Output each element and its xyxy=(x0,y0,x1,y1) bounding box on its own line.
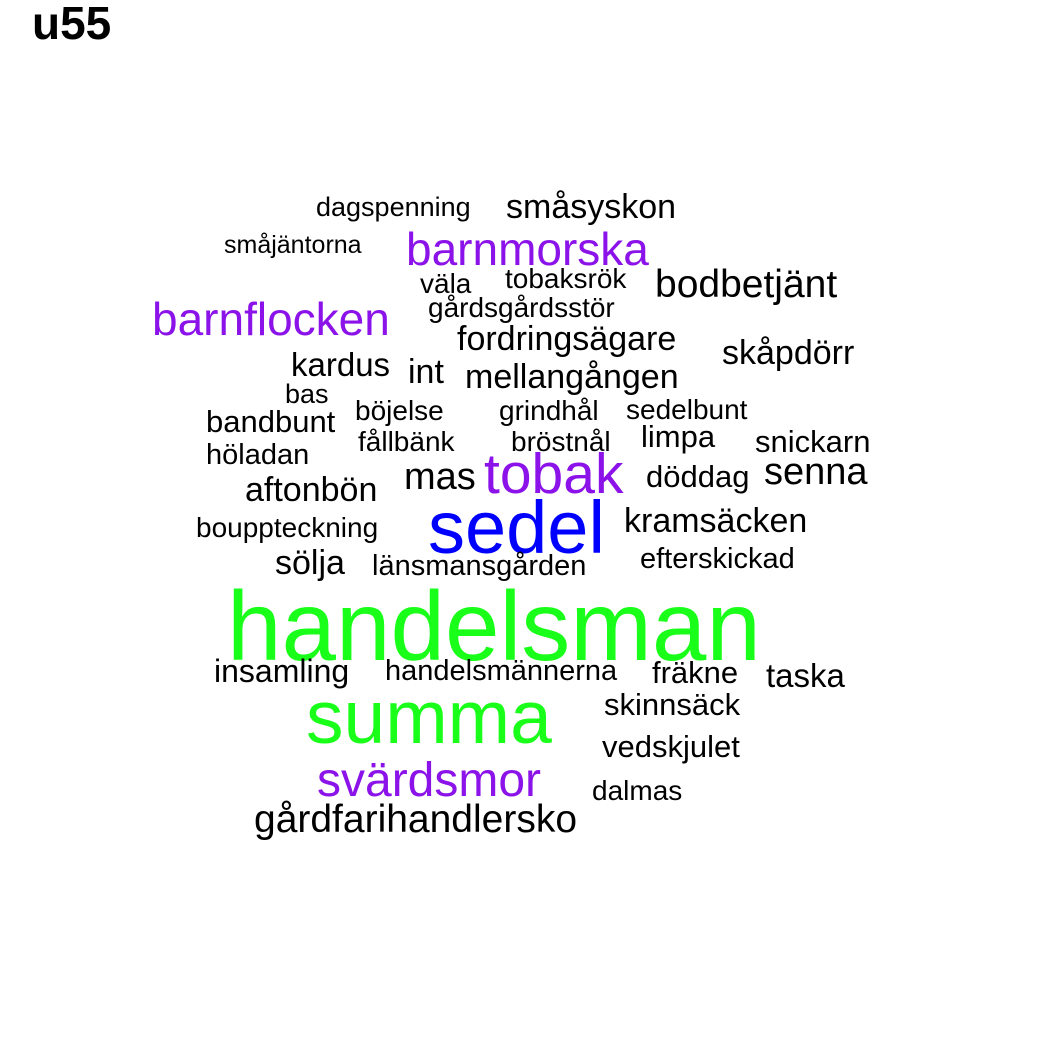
word-senna: senna xyxy=(764,451,868,493)
word-bouppteckning: bouppteckning xyxy=(196,512,379,543)
word-smasyskon: småsyskon xyxy=(506,188,677,226)
word-sedel: sedel xyxy=(428,486,605,569)
word-fallbank: fållbänk xyxy=(358,426,455,457)
word-fordringsagare: fordringsägare xyxy=(457,320,677,358)
word-gardfarihandlersko: gårdfarihandlersko xyxy=(254,798,578,841)
word-insamling: insamling xyxy=(214,653,350,689)
word-dalmas: dalmas xyxy=(592,775,683,806)
word-snickarn: snickarn xyxy=(755,424,871,459)
word-grindhal: grindhål xyxy=(499,395,599,426)
figure-title: u55 xyxy=(32,0,112,49)
word-gardsgardsstor: gårdsgårdsstör xyxy=(428,292,615,323)
word-barnflocken: barnflocken xyxy=(152,293,390,345)
word-barnmorska: barnmorska xyxy=(406,223,649,275)
word-mas: mas xyxy=(404,456,476,498)
word-skinnsack: skinnsäck xyxy=(604,687,741,722)
word-skapdorr: skåpdörr xyxy=(722,334,855,372)
word-vala: väla xyxy=(420,268,472,299)
word-summa: summa xyxy=(306,675,552,759)
word-frakne: fräkne xyxy=(652,655,739,690)
word-lansmansgarden: länsmansgården xyxy=(372,550,587,582)
word-sedelbunt: sedelbunt xyxy=(626,394,748,425)
word-kardus: kardus xyxy=(291,346,391,383)
word-int: int xyxy=(408,353,444,391)
word-kramsacken: kramsäcken xyxy=(624,502,808,540)
word-handelsman: handelsman xyxy=(227,571,761,681)
word-smajantorna: småjäntorna xyxy=(224,231,362,259)
word-tobak: tobak xyxy=(484,442,624,506)
word-solja: sölja xyxy=(275,544,345,582)
word-handelsmannerna: handelsmännerna xyxy=(385,655,618,687)
word-svardsmor: svärdsmor xyxy=(317,754,542,807)
word-bas: bas xyxy=(285,379,329,409)
word-taska: taska xyxy=(766,657,845,694)
word-vedskjulet: vedskjulet xyxy=(602,729,740,764)
word-bandbunt: bandbunt xyxy=(206,404,336,439)
word-bojelse: böjelse xyxy=(355,395,444,426)
word-efterskickad: efterskickad xyxy=(640,543,795,575)
word-holadan: höladan xyxy=(206,439,310,471)
word-brostnal: bröstnål xyxy=(511,426,611,457)
word-doddag: döddag xyxy=(646,459,750,494)
word-limpa: limpa xyxy=(641,419,716,454)
word-mellangangen: mellangången xyxy=(465,358,679,396)
word-bodbetjant: bodbetjänt xyxy=(655,263,838,306)
word-aftonbon: aftonbön xyxy=(245,471,378,509)
word-tobaksrok: tobaksrök xyxy=(505,263,627,294)
word-dagspenning: dagspenning xyxy=(316,192,471,222)
